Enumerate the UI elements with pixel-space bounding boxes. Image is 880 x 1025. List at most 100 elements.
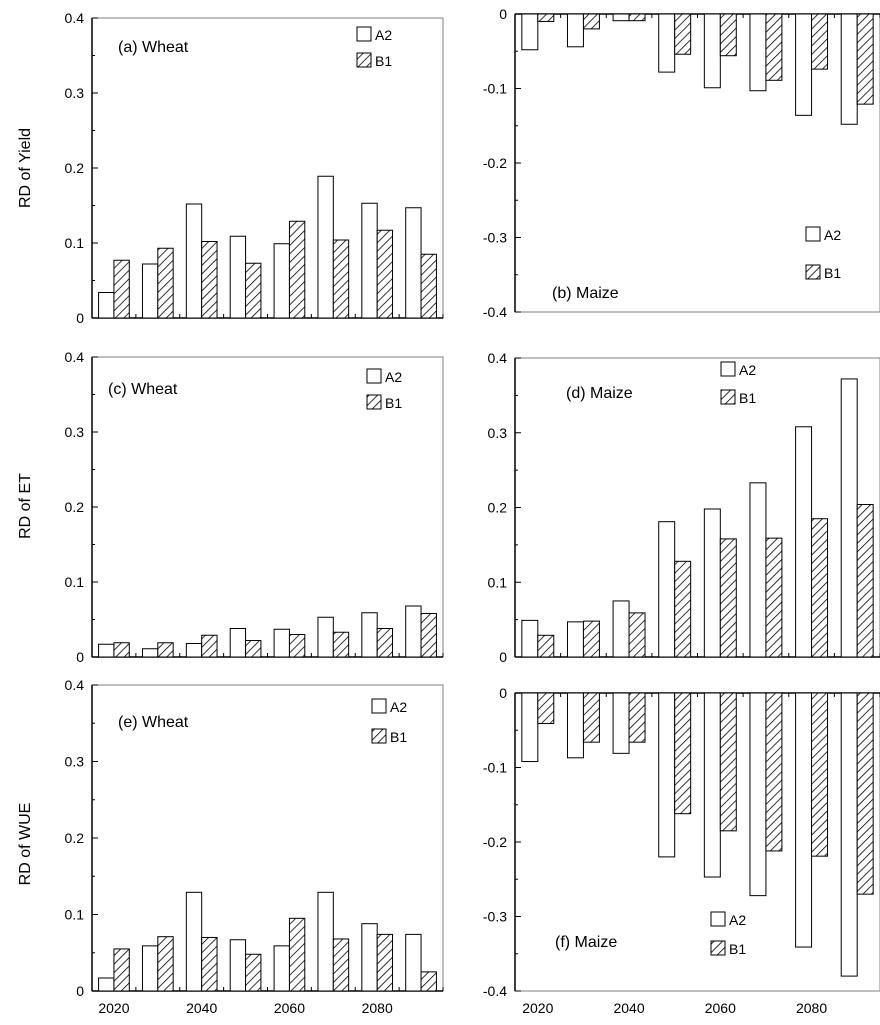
bar-b1	[245, 262, 262, 319]
bar-a2	[795, 692, 813, 948]
y-tick-label: 0.4	[65, 677, 85, 693]
x-tick-label: 2020	[98, 1000, 129, 1016]
panel-title: (b) Maize	[552, 285, 619, 302]
y-tick-label: 0	[499, 685, 507, 701]
y-tick-label: -0.4	[483, 304, 507, 320]
panel-title: (f) Maize	[555, 934, 617, 951]
chart-panel-1: 0 0.1 0.2 0.3 0.4 (a) Wheat A2 B1	[65, 10, 444, 326]
bar-b1	[376, 628, 394, 658]
bar-b1	[157, 642, 174, 658]
bar-a2	[229, 939, 247, 992]
y-tick-label: -0.2	[483, 834, 507, 850]
bar-a2	[361, 612, 378, 658]
legend-label-a2: A2	[385, 369, 402, 385]
bar-a2	[273, 628, 290, 658]
bar-b1	[376, 933, 394, 992]
panel-title: (c) Wheat	[108, 381, 178, 398]
bar-b1	[113, 642, 130, 658]
bar-a2	[185, 891, 203, 992]
x-tick-label: 2080	[796, 1000, 827, 1016]
legend-swatch-b1	[710, 940, 726, 956]
bar-a2	[703, 13, 721, 89]
bar-a2	[141, 263, 159, 319]
bar-a2	[703, 508, 721, 658]
legend-swatch-a2	[371, 698, 387, 714]
legend-label-b1: B1	[385, 395, 402, 411]
bar-a2	[612, 600, 630, 658]
bar-b1	[537, 692, 555, 725]
bar-a2	[521, 619, 539, 658]
bar-a2	[185, 203, 203, 319]
bar-a2	[405, 207, 422, 319]
bar-a2	[185, 643, 203, 658]
y-tick-label: 0.1	[65, 907, 85, 923]
bar-b1	[376, 229, 394, 319]
bar-b1	[811, 692, 829, 857]
panel-title: (d) Maize	[566, 385, 633, 402]
bar-b1	[201, 936, 218, 992]
bar-a2	[361, 923, 378, 992]
legend-swatch-b1	[805, 264, 821, 280]
x-tick-label: 2040	[186, 1000, 217, 1016]
legend-label-a2: A2	[375, 27, 392, 43]
legend-swatch-b1	[720, 389, 736, 405]
bar-a2	[98, 292, 115, 319]
bar-b1	[719, 692, 737, 832]
bar-a2	[405, 605, 422, 658]
bar-b1	[582, 620, 600, 658]
bar-b1	[674, 560, 692, 658]
bar-a2	[840, 378, 858, 658]
bar-b1	[765, 13, 783, 81]
bar-a2	[141, 648, 159, 658]
bar-a2	[612, 692, 630, 754]
bar-a2	[521, 692, 539, 763]
bar-b1	[288, 917, 306, 992]
legend-swatch-b1	[366, 394, 382, 410]
bar-b1	[765, 537, 783, 658]
legend-swatch-a2	[720, 361, 736, 377]
bar-b1	[628, 612, 646, 658]
bar-a2	[658, 692, 676, 858]
bar-b1	[201, 634, 218, 658]
bar-a2	[749, 13, 767, 92]
bar-b1	[332, 631, 350, 658]
bar-a2	[229, 235, 247, 319]
row-label-yield: RD of Yield	[17, 128, 34, 208]
chart-panel-3: 0 0.1 0.2 0.3 0.4 (c) Wheat A2 B1	[65, 349, 444, 665]
bar-a2	[566, 692, 584, 759]
bar-a2	[317, 616, 334, 658]
legend-label-b1: B1	[375, 53, 392, 69]
bar-a2	[566, 13, 584, 48]
bar-a2	[405, 933, 422, 992]
chart-panel-2: -0.4 -0.3 -0.2 -0.1 0 (b) Maize A2 B1	[483, 6, 880, 320]
x-tick-label: 2020	[522, 1000, 553, 1016]
bar-b1	[582, 13, 600, 30]
bar-b1	[537, 13, 555, 22]
bar-a2	[749, 692, 767, 897]
y-tick-label: 0	[76, 983, 84, 999]
y-tick-label: 0.2	[65, 160, 85, 176]
bar-b1	[245, 953, 262, 992]
y-tick-label: 0.4	[65, 349, 85, 365]
bar-a2	[658, 13, 676, 73]
bar-a2	[98, 643, 115, 658]
row-label-et: RD of ET	[17, 473, 34, 539]
y-tick-label: 0.1	[65, 574, 85, 590]
legend-label-b1: B1	[729, 941, 746, 957]
bar-b1	[245, 640, 262, 658]
legend-swatch-b1	[371, 728, 387, 744]
bar-a2	[840, 692, 858, 977]
bar-a2	[612, 13, 630, 22]
legend-swatch-a2	[366, 368, 382, 384]
y-tick-label: 0.3	[65, 424, 85, 440]
y-tick-label: 0.3	[488, 425, 508, 441]
bar-a2	[98, 977, 115, 992]
bar-a2	[521, 13, 539, 51]
y-tick-label: -0.4	[483, 983, 507, 999]
y-tick-label: 0.2	[65, 830, 85, 846]
bar-a2	[317, 891, 334, 992]
bar-b1	[765, 692, 783, 852]
y-tick-label: 0.3	[65, 754, 85, 770]
bar-b1	[332, 239, 350, 319]
bar-b1	[332, 938, 350, 992]
